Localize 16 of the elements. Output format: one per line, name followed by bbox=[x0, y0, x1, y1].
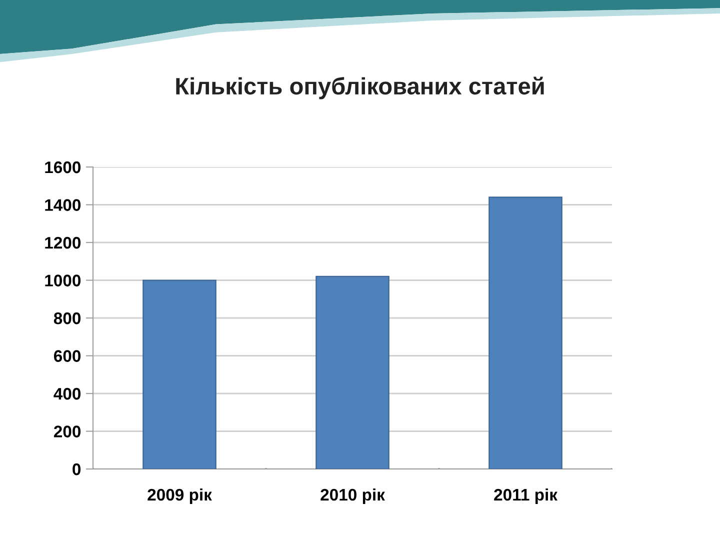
y-tick-label: 0 bbox=[72, 463, 81, 476]
x-tick-label: 2010 рік bbox=[320, 488, 385, 504]
x-tick-label: 2009 рік bbox=[148, 488, 212, 504]
x-tick-label: 2011 рік bbox=[494, 488, 558, 504]
y-tick-label: 400 bbox=[54, 388, 81, 400]
chart-title: Кількість опублікованих статей bbox=[176, 76, 544, 100]
y-tick-label: 1400 bbox=[45, 199, 81, 211]
y-tick-label: 800 bbox=[54, 312, 81, 324]
y-tick-label: 200 bbox=[54, 426, 81, 438]
bar bbox=[488, 196, 562, 469]
y-tick-label: 600 bbox=[54, 350, 81, 362]
bar bbox=[142, 280, 216, 469]
y-tick-label: 1200 bbox=[45, 236, 81, 249]
y-tick-label: 1000 bbox=[45, 274, 81, 286]
y-tick-label: 1600 bbox=[45, 161, 81, 174]
bar bbox=[316, 276, 390, 469]
